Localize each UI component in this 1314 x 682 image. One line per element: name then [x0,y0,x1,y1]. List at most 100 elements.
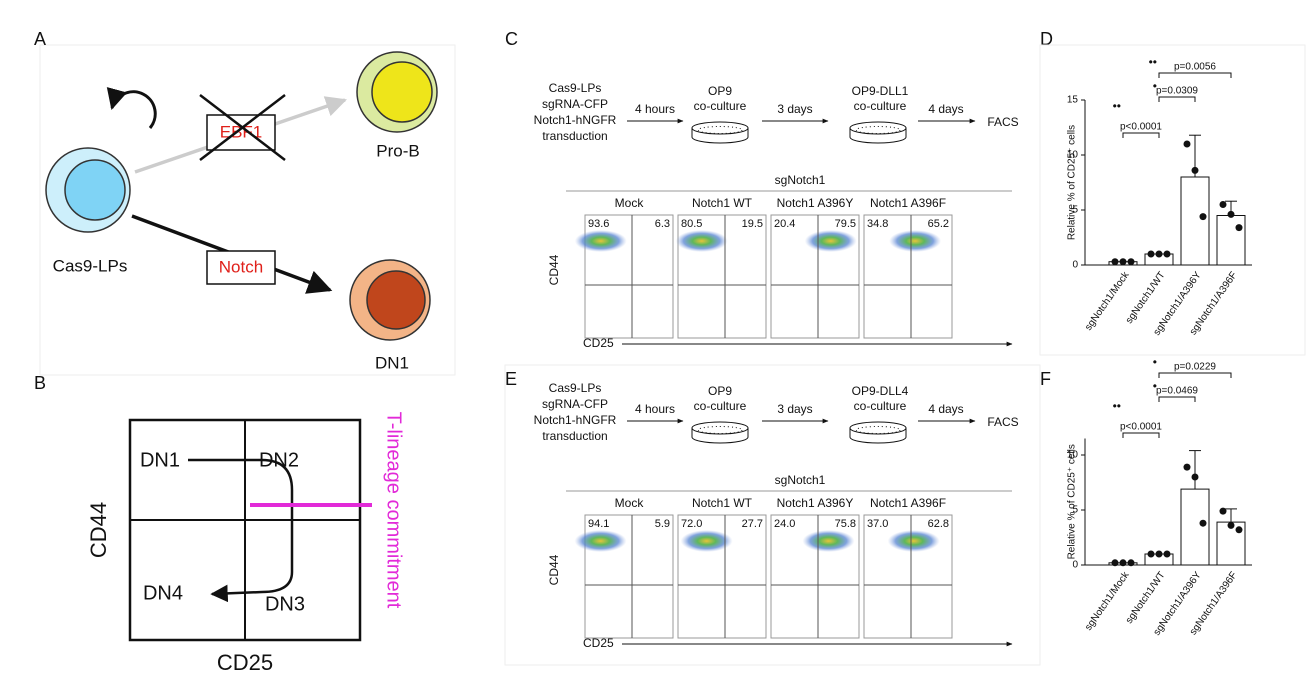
data-point [1127,559,1135,567]
gate-percent: 5.9 [655,518,670,530]
culture-dish [855,426,901,434]
step-text: transduction [542,429,607,443]
x-tick-label: sgNotch1/Mock [1083,269,1132,333]
data-point [1155,250,1163,258]
cell-label: DN1 [375,353,409,372]
gate-percent: 72.0 [681,518,702,530]
p-value: p=0.0229 [1174,362,1216,373]
step-time: 3 days [777,402,812,416]
culture-dish [855,126,901,134]
gate-percent: 27.7 [742,518,763,530]
data-point [1147,250,1155,258]
significance-bracket [1158,372,1232,378]
significance-bracket [1122,132,1160,138]
gate-percent: 34.8 [867,218,888,230]
cell-cloud [675,230,728,252]
step-time: 3 days [777,102,812,116]
gate-percent: 79.5 [835,218,856,230]
panel-frame [504,364,1041,666]
significance-stars: • [1153,379,1157,393]
axis-label: CD44 [86,502,111,558]
significance-stars: • [1153,79,1157,93]
panel-label: E [505,369,517,389]
panel-label: D [1040,29,1053,49]
y-axis-label: Relative % of CD25⁺ cells [1067,444,1078,559]
y-tick-label: 5 [1072,205,1078,216]
step-text: OP9-DLL4 [852,384,909,398]
factor-box [206,250,276,285]
group-label: sgNotch1 [775,473,826,487]
data-point [1183,463,1191,471]
step-text: FACS [987,115,1018,129]
data-point [1119,559,1127,567]
p-value: p=0.0469 [1156,386,1198,397]
factor-label: Notch [219,257,263,276]
step-text: OP9-DLL1 [852,84,909,98]
quadrant-label: DN3 [265,593,305,615]
step-text: co-culture [694,399,747,413]
significance-bracket [1158,96,1196,102]
plot-title: Mock [615,496,645,510]
step-text: Cas9-LPs [549,381,602,395]
gate-percent: 37.0 [867,518,888,530]
self-renewal-arrow [106,87,157,129]
development-path [188,458,294,603]
p-value: p=0.0056 [1174,62,1216,73]
cell-cloud [804,230,857,252]
step-time: 4 hours [635,402,675,416]
data-point [1227,210,1235,218]
axis-label: CD44 [547,254,561,285]
gate-percent: 20.4 [774,218,795,230]
panel-label: C [505,29,518,49]
step-text: sgRNA-CFP [542,397,608,411]
step-text: Notch1-hNGFR [534,413,617,427]
y-tick-label: 10 [1067,150,1079,161]
axis-label: CD25 [583,636,614,650]
culture-dish [691,121,749,135]
significance-stars: • [1153,355,1157,369]
data-point [1111,258,1119,266]
y-tick-label: 0 [1072,560,1078,571]
step-text: Cas9-LPs [549,81,602,95]
step-time: 4 days [928,102,963,116]
step-text: sgRNA-CFP [542,97,608,111]
step-text: OP9 [708,384,732,398]
gate-percent: 65.2 [928,218,949,230]
y-tick-label: 5 [1072,505,1078,516]
quadrant-label: DN4 [143,582,183,604]
data-point [1235,526,1243,534]
x-tick-label: sgNotch1/Mock [1083,569,1132,633]
data-point [1235,224,1243,232]
gate-percent: 62.8 [928,518,949,530]
axis-label: CD25 [583,336,614,350]
culture-dish [849,421,907,435]
nucleus [366,270,426,330]
significance-stars: •• [1113,99,1121,113]
commitment-label: T-lineage commitment [383,412,405,609]
axis-label: CD25 [217,650,273,675]
gate-percent: 93.6 [588,218,609,230]
p-value: p<0.0001 [1120,422,1162,433]
data-point [1199,213,1207,221]
step-text: co-culture [694,99,747,113]
y-tick-label: 15 [1067,95,1079,106]
bar [1180,176,1210,266]
significance-bracket [1158,72,1232,78]
plot-title: Notch1 WT [692,496,753,510]
panel-label: F [1040,369,1051,389]
step-text: co-culture [854,99,907,113]
panel-frame [39,44,456,376]
plot-title: Notch1 A396Y [777,496,854,510]
data-point [1191,166,1199,174]
bar [1216,215,1246,266]
cell-cloud [574,530,627,552]
data-point [1155,550,1163,558]
step-time: 4 days [928,402,963,416]
cell-cloud [680,530,733,552]
group-label: sgNotch1 [775,173,826,187]
gate-percent: 80.5 [681,218,702,230]
cell-label: Pro-B [376,141,419,160]
p-value: p=0.0309 [1156,86,1198,97]
